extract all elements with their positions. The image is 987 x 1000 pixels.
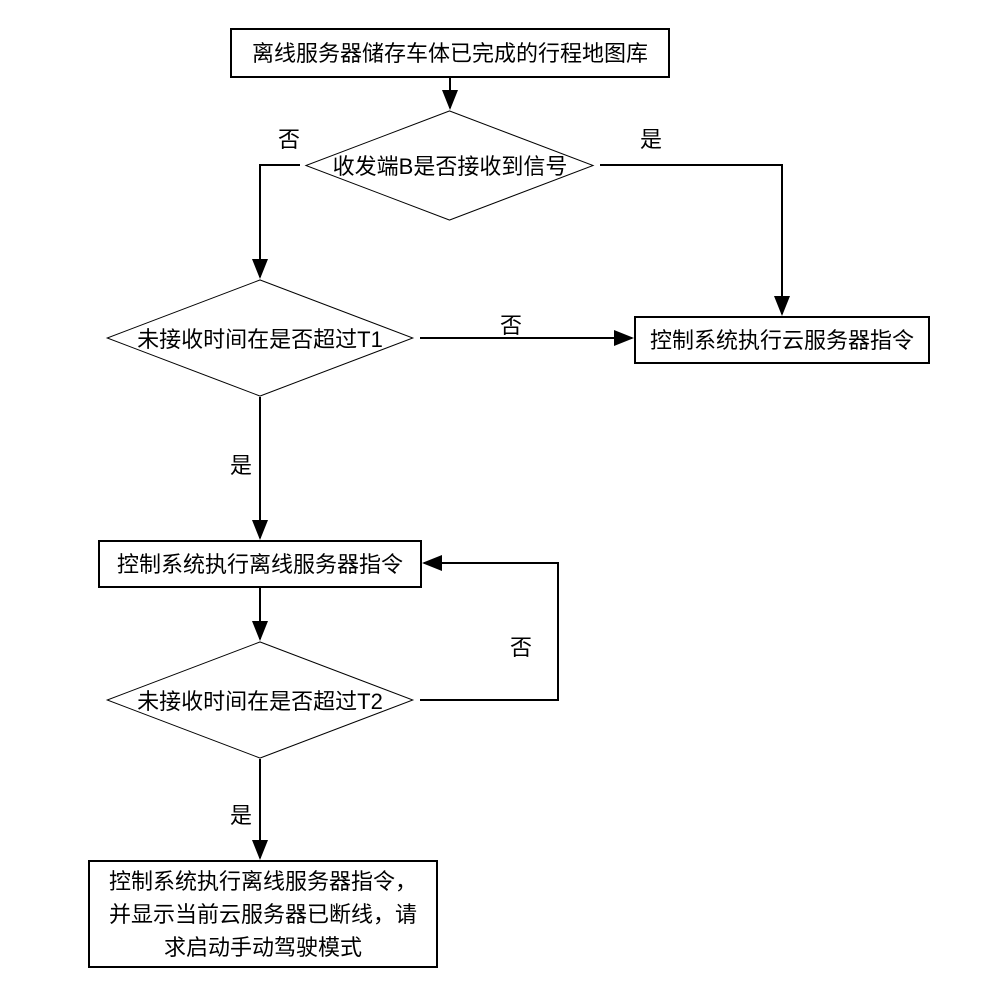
process-node-manual-mode: 控制系统执行离线服务器指令，并显示当前云服务器已断线，请求启动手动驾驶模式	[88, 860, 438, 968]
node-text: 控制系统执行离线服务器指令	[117, 548, 403, 581]
flowchart-diagram: 离线服务器储存车体已完成的行程地图库 收发端B是否接收到信号 未接收时间在是否超…	[0, 0, 987, 1000]
process-node-cloud-command: 控制系统执行云服务器指令	[634, 316, 930, 364]
edge-label-yes-3: 是	[230, 798, 252, 830]
process-node-offline-storage: 离线服务器储存车体已完成的行程地图库	[230, 28, 670, 78]
edge-label-yes-2: 是	[230, 448, 252, 480]
node-text: 收发端B是否接收到信号	[333, 149, 568, 181]
node-text: 未接收时间在是否超过T2	[137, 684, 383, 716]
node-text: 控制系统执行离线服务器指令，并显示当前云服务器已断线，请求启动手动驾驶模式	[104, 865, 422, 964]
decision-node-timeout-t2: 未接收时间在是否超过T2	[100, 641, 420, 759]
edge-label-no-2: 否	[500, 308, 522, 340]
edge-label-yes-1: 是	[640, 122, 662, 154]
node-text: 控制系统执行云服务器指令	[650, 324, 914, 357]
decision-node-timeout-t1: 未接收时间在是否超过T1	[100, 279, 420, 397]
decision-node-signal-received: 收发端B是否接收到信号	[300, 110, 600, 220]
process-node-offline-command: 控制系统执行离线服务器指令	[98, 540, 422, 588]
edge-label-no-3: 否	[510, 630, 532, 662]
node-text: 离线服务器储存车体已完成的行程地图库	[252, 37, 648, 70]
node-text: 未接收时间在是否超过T1	[137, 322, 383, 354]
edge-label-no-1: 否	[278, 122, 300, 154]
